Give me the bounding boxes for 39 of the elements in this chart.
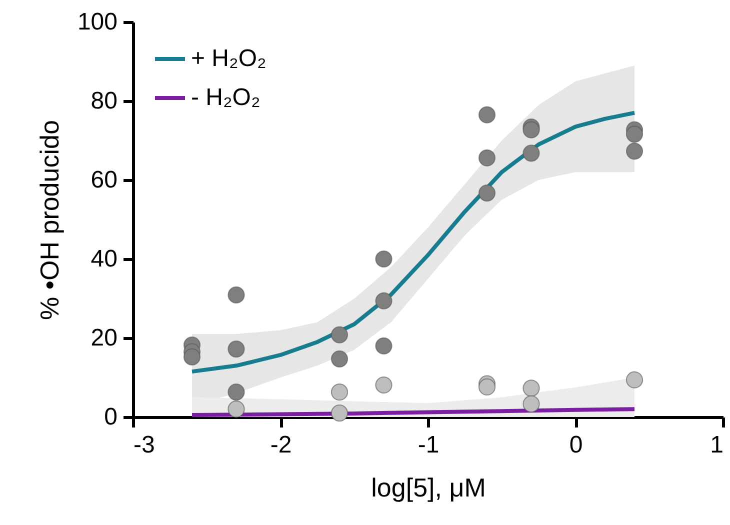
point [478,378,496,396]
point [228,384,245,401]
point [330,326,348,344]
point [522,380,540,397]
point [375,337,392,354]
x-tick-label: 1 [710,432,724,458]
point [375,250,392,268]
legend-label: + H₂O₂ [191,45,266,72]
x-tick-label: 0 [569,432,583,458]
point [522,395,540,413]
y-tick-label: 40 [90,246,118,272]
y-tick-label: 20 [90,324,118,352]
point [375,376,392,394]
point [626,142,644,160]
point [183,348,201,366]
point [330,404,348,422]
y-tick-label: 0 [104,404,118,430]
point [375,292,392,310]
x-axis-title: log[5], μM [371,472,486,502]
point [478,106,496,124]
point [228,400,245,418]
y-tick-label: 100 [77,8,118,36]
point [478,184,496,202]
x-tick-label: -1 [418,432,440,458]
point [330,384,348,401]
point [626,126,644,143]
x-tick-label: -2 [270,432,292,458]
point [626,371,644,388]
y-axis-title: % •OH producido [34,120,64,320]
legend-label: - H₂O₂ [191,84,260,111]
point [228,286,245,304]
y-tick-label: 80 [90,88,118,114]
point [478,149,496,166]
point [522,144,540,162]
point [330,350,348,368]
y-tick-label: 60 [90,166,118,194]
x-tick-label: -3 [134,432,155,458]
line-series [190,110,636,374]
point [228,340,245,358]
